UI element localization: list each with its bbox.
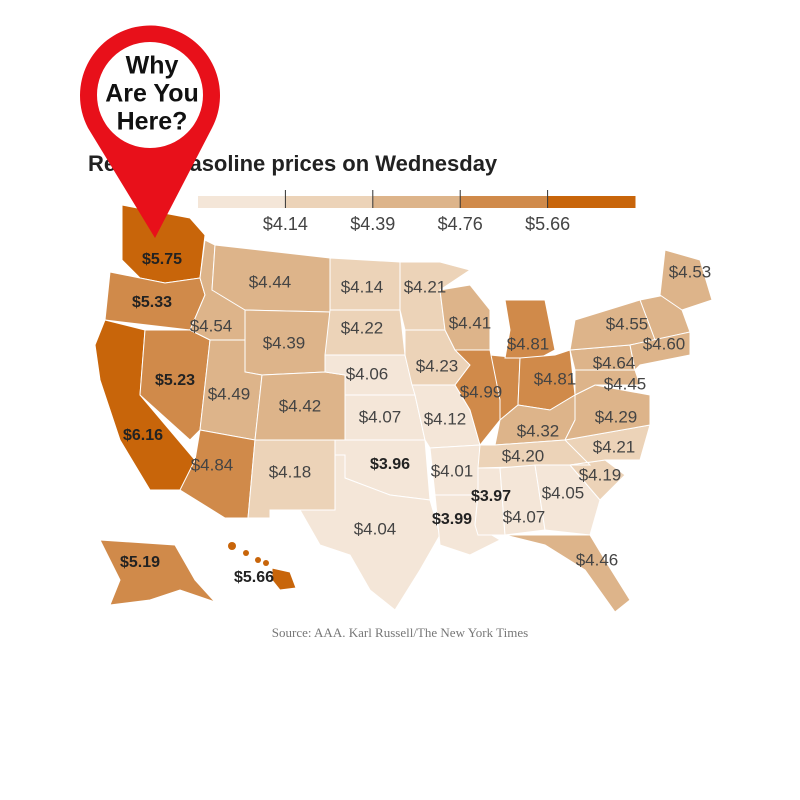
- state-price: $4.54: [190, 316, 233, 335]
- island: [255, 557, 261, 563]
- legend-label: $5.66: [525, 214, 570, 234]
- legend-label: $4.76: [438, 214, 483, 234]
- state-price: $4.81: [507, 334, 550, 353]
- pin-inner: [97, 42, 203, 148]
- state-price: $3.99: [432, 511, 472, 528]
- state-price: $4.55: [606, 314, 649, 333]
- legend-swatch: [460, 196, 549, 208]
- state-price: $4.05: [542, 483, 585, 502]
- state-price: $3.97: [471, 488, 511, 505]
- state-price: $5.33: [132, 294, 172, 311]
- state-price: $4.84: [191, 455, 234, 474]
- legend-swatch: [547, 196, 636, 208]
- state-price: $4.41: [449, 313, 492, 332]
- state-price: $4.22: [341, 318, 384, 337]
- state-price: $4.14: [341, 277, 384, 296]
- legend-label: $4.39: [350, 214, 395, 234]
- state-price: $4.44: [249, 272, 292, 291]
- state-shape: [99, 539, 216, 606]
- state-shape: [299, 454, 441, 611]
- state-price: $6.16: [123, 427, 163, 444]
- state-price: $4.12: [424, 409, 467, 428]
- state-price: $4.32: [517, 421, 560, 440]
- state-price: $4.23: [416, 356, 459, 375]
- state-price: $4.42: [279, 396, 322, 415]
- state-price: $4.53: [669, 262, 712, 281]
- state-price: $4.64: [593, 353, 636, 372]
- state-price: $5.19: [120, 554, 160, 571]
- island: [263, 560, 269, 566]
- state-price: $3.96: [370, 456, 410, 473]
- state-price: $4.29: [595, 407, 638, 426]
- state-price: $4.99: [460, 382, 503, 401]
- source-note: Source: AAA. Karl Russell/The New York T…: [272, 625, 528, 640]
- legend-swatch: [372, 196, 461, 208]
- state-price: $4.07: [359, 407, 402, 426]
- state-price: $5.66: [234, 569, 274, 586]
- state-shape: [659, 249, 713, 311]
- state-price: $4.01: [431, 461, 474, 480]
- state-shape: [271, 567, 297, 591]
- island: [243, 550, 249, 556]
- state-shape: [504, 534, 631, 613]
- island: [228, 542, 236, 550]
- state-shape: [534, 464, 601, 536]
- state-price: $4.49: [208, 384, 251, 403]
- state-price: $4.45: [604, 374, 647, 393]
- state-price: $4.04: [354, 519, 397, 538]
- state-price: $4.21: [404, 277, 447, 296]
- state-price: $4.20: [502, 446, 545, 465]
- legend-label: $4.14: [263, 214, 308, 234]
- state-price: $4.18: [269, 462, 312, 481]
- pin-text: Here?: [117, 108, 188, 136]
- legend-swatch: [285, 196, 374, 208]
- state-price: $4.07: [503, 507, 546, 526]
- state-price: $4.46: [576, 550, 619, 569]
- state-price: $4.19: [579, 465, 622, 484]
- pin-text: Why: [126, 52, 179, 80]
- state-price: $4.39: [263, 333, 306, 352]
- state-price: $4.06: [346, 364, 389, 383]
- state-price: $4.60: [643, 334, 686, 353]
- legend-swatch: [198, 196, 286, 208]
- state-price: $5.75: [142, 251, 182, 268]
- pin-text: Are You: [105, 80, 199, 108]
- state-price: $4.21: [593, 437, 636, 456]
- state-price: $5.23: [155, 372, 195, 389]
- state-shape: [629, 331, 691, 372]
- state-price: $4.81: [534, 369, 577, 388]
